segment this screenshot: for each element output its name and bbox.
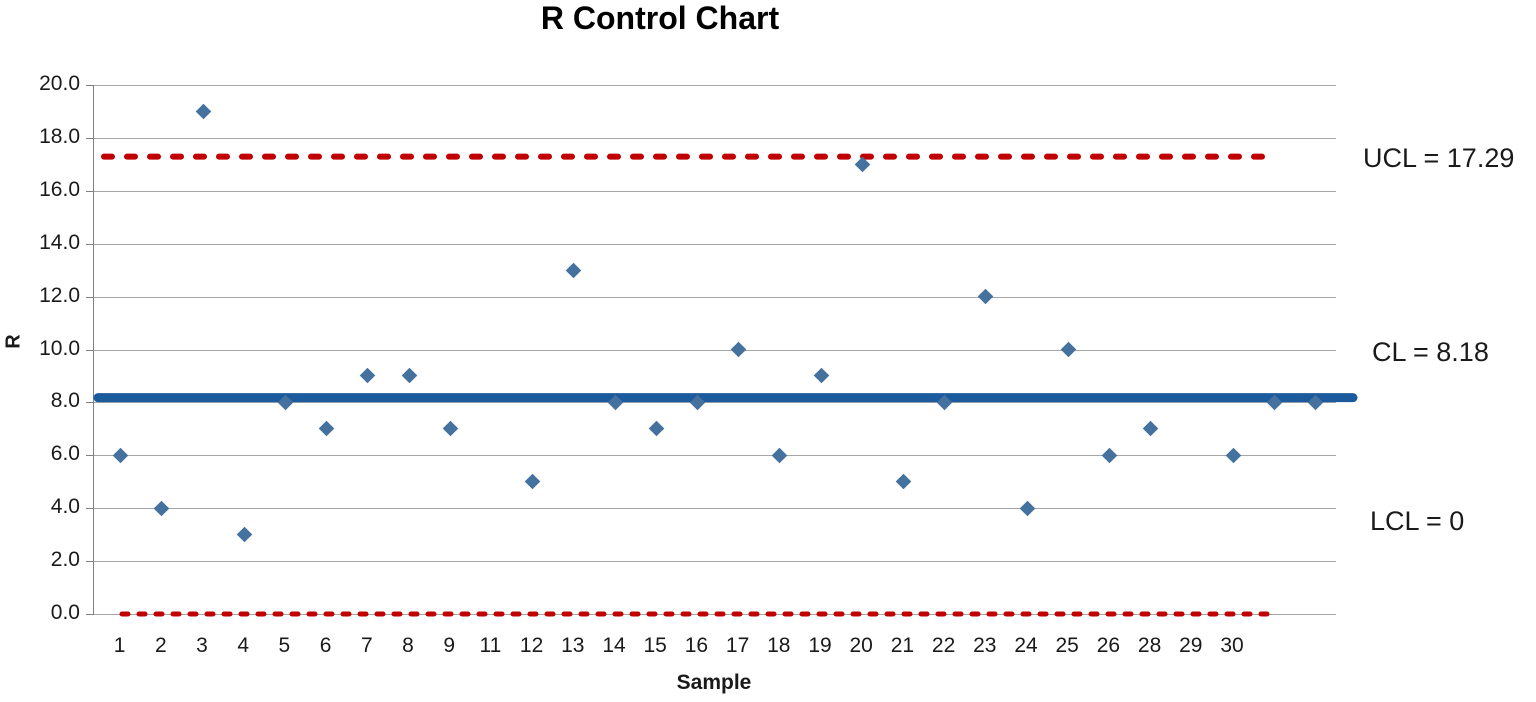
x-tick-label: 13 xyxy=(561,634,585,657)
y-tick-label: 2.0 xyxy=(50,548,80,572)
y-tick-label: 4.0 xyxy=(50,495,80,519)
y-axis-tick xyxy=(86,190,94,192)
y-tick-label: 10.0 xyxy=(39,336,80,360)
x-tick-label: 5 xyxy=(278,634,291,657)
x-tick-label: 23 xyxy=(973,634,997,657)
x-tick-label: 20 xyxy=(849,634,873,657)
x-tick-label: 1 xyxy=(113,634,126,657)
gridline xyxy=(94,561,1336,563)
x-tick-label: 21 xyxy=(890,634,915,657)
y-tick-label: 18.0 xyxy=(39,124,80,148)
x-tick-label: 26 xyxy=(1096,634,1121,657)
x-tick-label: 8 xyxy=(402,634,414,657)
y-tick-label: 20.0 xyxy=(39,72,80,95)
x-tick-label: 3 xyxy=(196,634,208,657)
control-lines-layer xyxy=(93,153,1358,617)
x-tick-label: 30 xyxy=(1220,634,1244,657)
gridline xyxy=(94,296,1336,298)
y-axis-tick xyxy=(86,243,94,245)
y-axis-tick xyxy=(86,561,94,563)
x-tick-label: 16 xyxy=(684,634,709,657)
x-tick-label: 14 xyxy=(602,634,626,657)
x-tick-label: 12 xyxy=(519,634,544,657)
y-axis-tick xyxy=(86,402,94,404)
gridline xyxy=(94,137,1336,139)
y-tick-label: 0.0 xyxy=(50,601,80,624)
x-tick-label: 22 xyxy=(931,634,956,657)
x-tick-label: 29 xyxy=(1179,634,1203,657)
y-tick-label: 8.0 xyxy=(50,389,80,413)
x-tick-label: 28 xyxy=(1137,634,1162,657)
x-tick-label: 17 xyxy=(725,634,750,657)
gridline xyxy=(94,243,1336,245)
x-tick-label: 2 xyxy=(154,634,167,657)
x-tick-label: 4 xyxy=(237,634,250,657)
x-tick-label: 24 xyxy=(1014,634,1038,657)
y-tick-label: 14.0 xyxy=(39,230,80,254)
gridline xyxy=(94,508,1336,510)
y-axis-tick xyxy=(86,508,94,510)
x-tick-label: 18 xyxy=(767,634,791,657)
y-axis-tick xyxy=(86,349,94,351)
gridline xyxy=(94,349,1336,351)
y-tick-label: 6.0 xyxy=(50,442,80,466)
chart-title: R Control Chart xyxy=(540,0,780,36)
x-tick-label: 11 xyxy=(479,634,502,657)
y-axis-tick xyxy=(86,85,94,86)
cl-annotation: CL = 8.18 xyxy=(1372,337,1489,367)
x-tick-label: 25 xyxy=(1055,634,1079,657)
y-tick-label: 16.0 xyxy=(39,177,80,201)
plot-area xyxy=(86,85,1358,617)
x-axis-title: Sample xyxy=(676,671,752,694)
x-tick-label: 19 xyxy=(808,634,832,657)
gridline xyxy=(94,402,1336,404)
x-tick-label: 7 xyxy=(360,634,373,657)
ucl-annotation: UCL = 17.29 xyxy=(1363,143,1515,173)
y-axis-tick xyxy=(86,296,94,298)
lcl-annotation: LCL = 0 xyxy=(1370,506,1465,536)
x-tick-label: 15 xyxy=(643,634,667,657)
gridline xyxy=(94,190,1336,192)
y-axis-tick xyxy=(86,455,94,457)
gridline xyxy=(94,455,1336,457)
x-tick-label: 9 xyxy=(443,634,456,657)
y-axis-tick xyxy=(86,137,94,139)
x-tick-label: 6 xyxy=(319,634,332,657)
y-axis-tick xyxy=(86,614,94,615)
y-tick-label: 12.0 xyxy=(39,283,80,307)
gridline xyxy=(94,85,1336,86)
